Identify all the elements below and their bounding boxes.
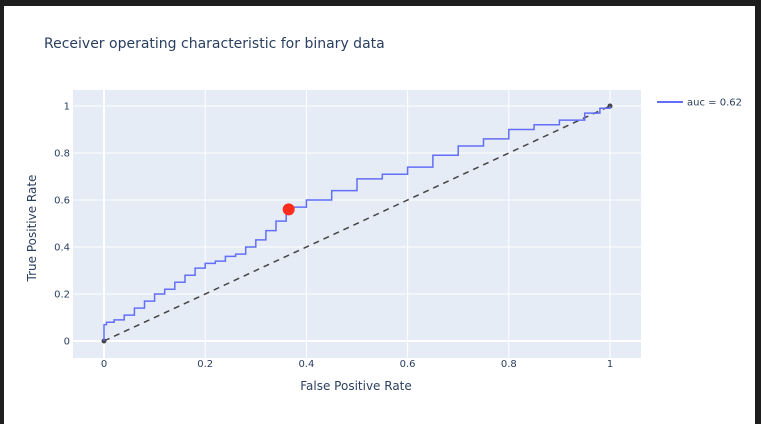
optimal-threshold-marker[interactable] [282, 203, 295, 216]
x-tick-label: 0 [101, 359, 107, 370]
chance-diagonal-line [103, 105, 611, 342]
x-axis-title: False Positive Rate [300, 379, 412, 393]
roc-chart: 0 0.2 0.4 0.6 0.8 1 0 0.2 0.4 0.6 0.8 1 False Positi… [25, 90, 742, 393]
roc-curve-line[interactable] [103, 106, 611, 341]
y-axis-title: True Positive Rate [25, 175, 39, 283]
y-tick-label: 0 [64, 337, 70, 348]
legend-label[interactable]: auc = 0.62 [687, 98, 742, 109]
y-tick-label: 1 [64, 102, 70, 113]
x-tick-label: 0.8 [501, 359, 517, 370]
x-tick-label: 0.6 [400, 359, 416, 370]
x-tick-label: 1 [607, 359, 613, 370]
chart-title: Receiver operating characteristic for bi… [44, 36, 385, 52]
y-tick-label: 0.6 [54, 196, 70, 207]
y-tick-label: 0.2 [54, 290, 70, 301]
chart-container: Receiver operating characteristic for bi… [4, 6, 755, 424]
x-tick-label: 0.4 [298, 359, 314, 370]
y-tick-label: 0.8 [54, 149, 70, 160]
y-tick-label: 0.4 [54, 243, 70, 254]
x-tick-label: 0.2 [197, 359, 213, 370]
